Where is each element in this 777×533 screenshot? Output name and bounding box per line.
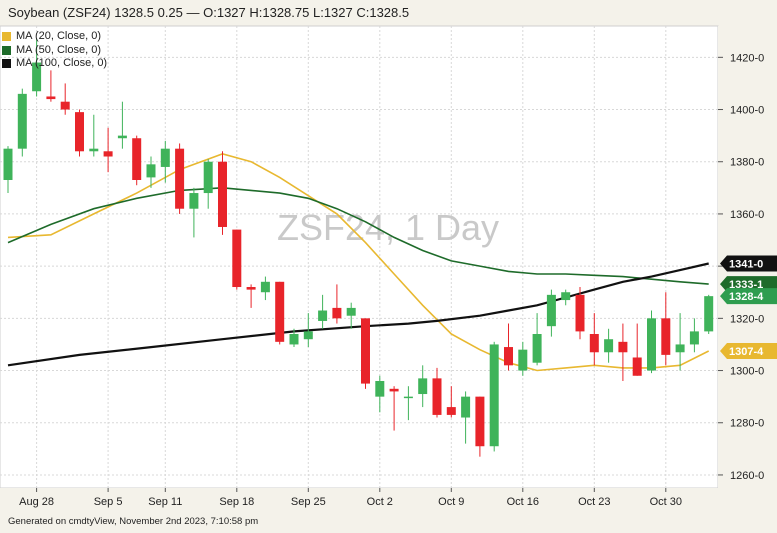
price-label-0: 1341-0 <box>729 259 763 271</box>
y-tick-label-2: 1300-0 <box>730 366 764 378</box>
x-tick-label-5: Oct 2 <box>367 496 393 508</box>
candle-body-27 <box>389 388 399 392</box>
gridlines <box>0 26 718 488</box>
legend-item-ma50[interactable]: MA (50, Close, 0) <box>2 44 107 58</box>
candle-body-4 <box>60 101 70 110</box>
x-tick-label-9: Oct 30 <box>650 496 682 508</box>
candle-body-25 <box>361 318 370 384</box>
candle-body-2 <box>32 62 42 92</box>
candle-body-32 <box>461 396 471 418</box>
chart-legend: MA (20, Close, 0) MA (50, Close, 0) MA (… <box>2 30 107 71</box>
candle-body-28 <box>403 396 413 399</box>
x-tick-label-1: Sep 5 <box>94 496 123 508</box>
candle-body-34 <box>489 344 499 447</box>
candle-body-15 <box>218 161 227 227</box>
candle-body-29 <box>418 378 428 395</box>
candle-body-12 <box>175 148 185 209</box>
candle-body-9 <box>132 138 142 180</box>
candle-body-33 <box>475 396 485 447</box>
candle-body-19 <box>275 281 285 342</box>
candle-body-16 <box>232 229 242 288</box>
candle-body-7 <box>103 151 113 157</box>
candle-body-47 <box>675 344 685 353</box>
candle-body-18 <box>260 281 270 293</box>
price-label-bg-0 <box>720 255 777 272</box>
candle-body-23 <box>332 307 342 319</box>
y-tick-label-6: 1380-0 <box>730 157 764 169</box>
y-tick-label-7: 1400-0 <box>730 105 764 117</box>
x-tick-label-7: Oct 16 <box>507 496 539 508</box>
y-tick-label-0: 1260-0 <box>730 470 764 482</box>
candle-body-44 <box>632 357 642 376</box>
price-label-1: 1333-1 <box>729 279 763 291</box>
candle-body-48 <box>689 331 699 345</box>
candle-body-30 <box>432 378 442 415</box>
price-label-bg-1 <box>720 276 777 293</box>
x-tick-label-2: Sep 11 <box>148 496 182 508</box>
candle-body-17 <box>246 287 256 290</box>
legend-item-ma100[interactable]: MA (100, Close, 0) <box>2 57 107 71</box>
price-label-bg-2 <box>720 288 777 305</box>
legend-item-ma20[interactable]: MA (20, Close, 0) <box>2 30 107 44</box>
price-label-2: 1328-4 <box>729 291 764 303</box>
y-tick-label-3: 1320-0 <box>730 313 764 325</box>
candle-body-22 <box>318 310 328 321</box>
y-tick-label-1: 1280-0 <box>730 418 764 430</box>
candle-body-35 <box>504 347 513 366</box>
candle-body-49 <box>704 296 714 332</box>
ma-line-2 <box>7 262 709 367</box>
price-label-bg-3 <box>720 342 777 359</box>
y-tick-label-5: 1360-0 <box>730 209 764 221</box>
candle-body-43 <box>618 341 628 353</box>
plot-area-background <box>0 25 719 489</box>
x-tick-label-6: Oct 9 <box>438 496 464 508</box>
generated-footer: Generated on cmdtyView, November 2nd 202… <box>8 516 259 527</box>
candle-body-6 <box>89 148 99 152</box>
price-label-3: 1307-4 <box>729 346 764 358</box>
legend-label-ma20: MA (20, Close, 0) <box>16 30 101 42</box>
candle-body-26 <box>375 380 385 397</box>
x-tick-label-4: Sep 25 <box>291 496 326 508</box>
legend-label-ma100: MA (100, Close, 0) <box>16 57 108 69</box>
candle-body-5 <box>75 112 84 152</box>
x-tick-label-8: Oct 23 <box>578 496 610 508</box>
legend-swatch-ma50 <box>2 45 11 55</box>
candle-body-45 <box>647 318 656 371</box>
candle-body-39 <box>561 292 571 301</box>
time-axis: Aug 28 Sep 5 Sep 11 Sep 18 Sep 25 Oct 2 Oct 9 O… <box>19 488 682 508</box>
legend-swatch-ma100 <box>2 59 11 69</box>
candle-body-1 <box>17 93 27 149</box>
chart-watermark: ZSF24, 1 Day <box>277 207 499 248</box>
candle-body-31 <box>446 407 456 415</box>
candle-body-3 <box>46 96 56 100</box>
candle-body-42 <box>604 339 614 353</box>
x-tick-label-0: Aug 28 <box>19 496 54 508</box>
y-tick-label-8: 1420-0 <box>730 52 764 64</box>
legend-label-ma50: MA (50, Close, 0) <box>16 43 101 56</box>
candle-body-10 <box>146 164 156 178</box>
candle-body-41 <box>589 334 599 353</box>
time-axis-background <box>0 488 777 512</box>
candle-body-24 <box>346 307 356 316</box>
chart-header-quote: Soybean (ZSF24) 1328.5 0.25 — O:1327 H:1… <box>8 5 410 20</box>
candle-body-0 <box>3 148 13 180</box>
candle-body-36 <box>518 349 528 371</box>
candle-body-21 <box>303 331 313 340</box>
ma-line-1 <box>7 186 709 285</box>
candle-body-11 <box>160 148 170 167</box>
candle-body-46 <box>661 318 671 355</box>
candle-body-40 <box>575 294 585 332</box>
candle-body-37 <box>532 334 542 363</box>
candle-body-20 <box>289 334 299 345</box>
candle-body-38 <box>546 294 556 327</box>
candle-body-14 <box>203 161 213 194</box>
legend-swatch-ma20 <box>2 32 11 42</box>
candle-body-8 <box>117 135 127 139</box>
candlesticks <box>3 39 714 457</box>
candle-body-13 <box>189 193 199 209</box>
x-tick-label-3: Sep 18 <box>219 496 254 508</box>
